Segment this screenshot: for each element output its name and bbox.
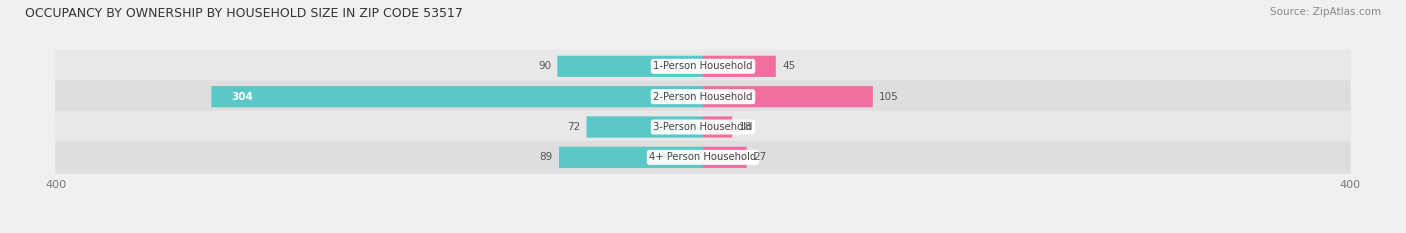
Text: 105: 105 bbox=[879, 92, 898, 102]
Text: 90: 90 bbox=[538, 61, 551, 71]
FancyBboxPatch shape bbox=[55, 141, 1351, 174]
FancyBboxPatch shape bbox=[557, 56, 703, 77]
FancyBboxPatch shape bbox=[55, 50, 1351, 83]
Text: 18: 18 bbox=[738, 122, 752, 132]
Text: Source: ZipAtlas.com: Source: ZipAtlas.com bbox=[1270, 7, 1381, 17]
FancyBboxPatch shape bbox=[586, 116, 703, 138]
Text: 89: 89 bbox=[540, 152, 553, 162]
Text: 304: 304 bbox=[231, 92, 253, 102]
Text: 45: 45 bbox=[782, 61, 796, 71]
FancyBboxPatch shape bbox=[703, 56, 776, 77]
FancyBboxPatch shape bbox=[560, 147, 703, 168]
FancyBboxPatch shape bbox=[211, 86, 703, 107]
FancyBboxPatch shape bbox=[55, 80, 1351, 113]
Text: 3-Person Household: 3-Person Household bbox=[654, 122, 752, 132]
Text: 2-Person Household: 2-Person Household bbox=[654, 92, 752, 102]
FancyBboxPatch shape bbox=[55, 111, 1351, 143]
FancyBboxPatch shape bbox=[703, 86, 873, 107]
Text: 4+ Person Household: 4+ Person Household bbox=[650, 152, 756, 162]
Text: 72: 72 bbox=[567, 122, 581, 132]
Text: OCCUPANCY BY OWNERSHIP BY HOUSEHOLD SIZE IN ZIP CODE 53517: OCCUPANCY BY OWNERSHIP BY HOUSEHOLD SIZE… bbox=[25, 7, 463, 20]
FancyBboxPatch shape bbox=[703, 116, 733, 138]
Text: 1-Person Household: 1-Person Household bbox=[654, 61, 752, 71]
FancyBboxPatch shape bbox=[703, 147, 747, 168]
Text: 27: 27 bbox=[754, 152, 766, 162]
